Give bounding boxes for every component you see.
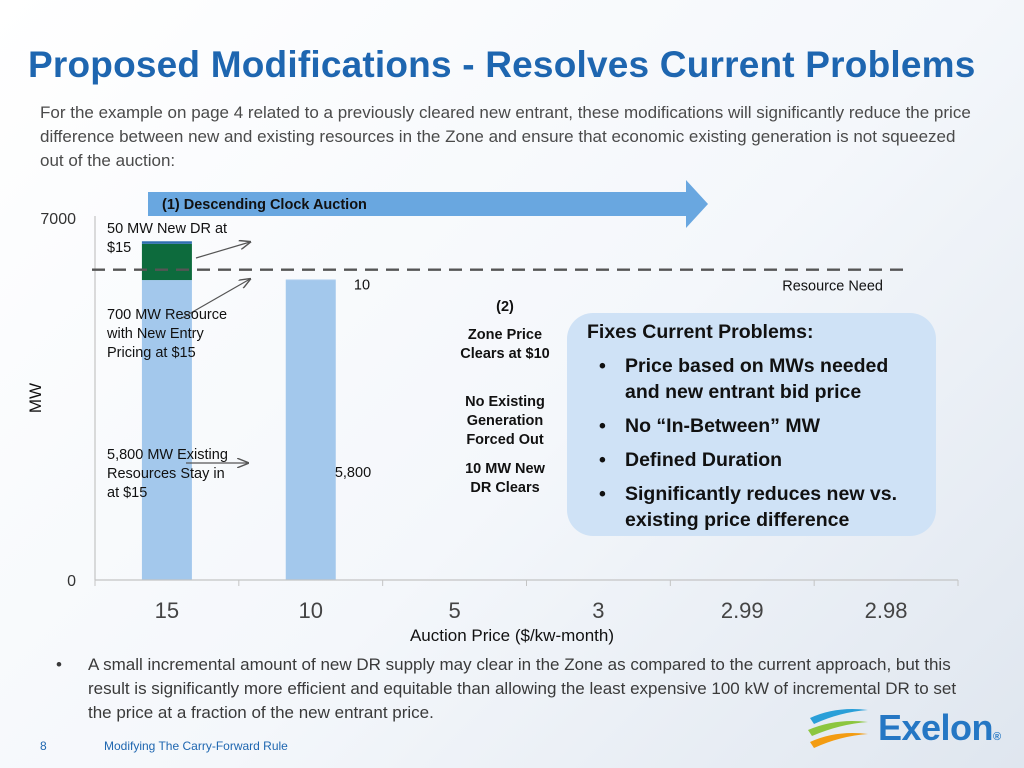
x-tick-label: 3 [592, 598, 604, 623]
x-tick-label: 2.98 [865, 598, 908, 623]
x-axis-label: Auction Price ($/kw-month) [410, 626, 614, 645]
y-tick-max: 7000 [40, 211, 76, 228]
bar-new_entry-15 [141, 243, 192, 281]
note-dr-clears: 10 MW New DR Clears [465, 461, 545, 496]
page-number: 8 [40, 739, 47, 753]
arrow-dr [195, 242, 250, 259]
note-no-forced-out: No Existing Generation Forced Out [465, 394, 545, 448]
callout-item: No “In-Between” MW [587, 413, 922, 439]
callout-item: Price based on MWs needed and new entran… [587, 353, 922, 405]
callout-list: Price based on MWs needed and new entran… [587, 353, 922, 541]
bar-new_dr-15 [141, 241, 192, 244]
bar-new_dr-10 [285, 279, 336, 281]
callout-title: Fixes Current Problems: [587, 321, 814, 343]
callout-item: Defined Duration [587, 447, 922, 473]
logo-registered: ® [993, 731, 1001, 743]
intro-text: For the example on page 4 related to a p… [40, 103, 971, 170]
note-zone-price: Zone Price Clears at $10 [460, 327, 550, 362]
annotation-existing: 5,800 MW Existing Resources Stay in at $… [107, 447, 228, 501]
annotation-new-dr: 50 MW New DR at $15 [107, 221, 228, 256]
annotation-new-entry: 700 MW Resource with New Entry Pricing a… [107, 307, 228, 361]
note-marker: (2) [496, 299, 514, 315]
slide-title: Proposed Modifications - Resolves Curren… [28, 44, 976, 85]
logo-wordmark: Exelon [878, 707, 994, 748]
bar-top-label: 10 [354, 278, 370, 294]
bottom-bullet: • A small incremental amount of new DR s… [56, 653, 962, 725]
x-tick-label: 10 [299, 598, 323, 623]
resource-need-label: Resource Need [782, 279, 883, 295]
bar-existing-10 [285, 280, 336, 580]
exelon-logo-icon [808, 709, 868, 748]
fixes-callout: Fixes Current Problems: Price based on M… [567, 313, 936, 536]
y-tick-min: 0 [67, 573, 76, 590]
bottom-bullet-text: A small incremental amount of new DR sup… [88, 655, 957, 722]
bar-mid-label: 5,800 [335, 465, 371, 481]
x-tick-label: 15 [155, 598, 179, 623]
callout-item: Significantly reduces new vs. existing p… [587, 481, 922, 533]
auction-arrow [148, 180, 708, 228]
auction-arrow-label: (1) Descending Clock Auction [162, 197, 367, 213]
bar-existing-15 [141, 280, 192, 580]
x-tick-label: 2.99 [721, 598, 764, 623]
x-tick-label: 5 [448, 598, 460, 623]
exelon-logo-text: Exelon® [878, 707, 1001, 749]
footer-title: Modifying The Carry-Forward Rule [104, 739, 288, 753]
y-axis-label: MW [26, 383, 45, 413]
arrow-new-entry [181, 279, 250, 319]
bullet-dot: • [56, 655, 62, 674]
